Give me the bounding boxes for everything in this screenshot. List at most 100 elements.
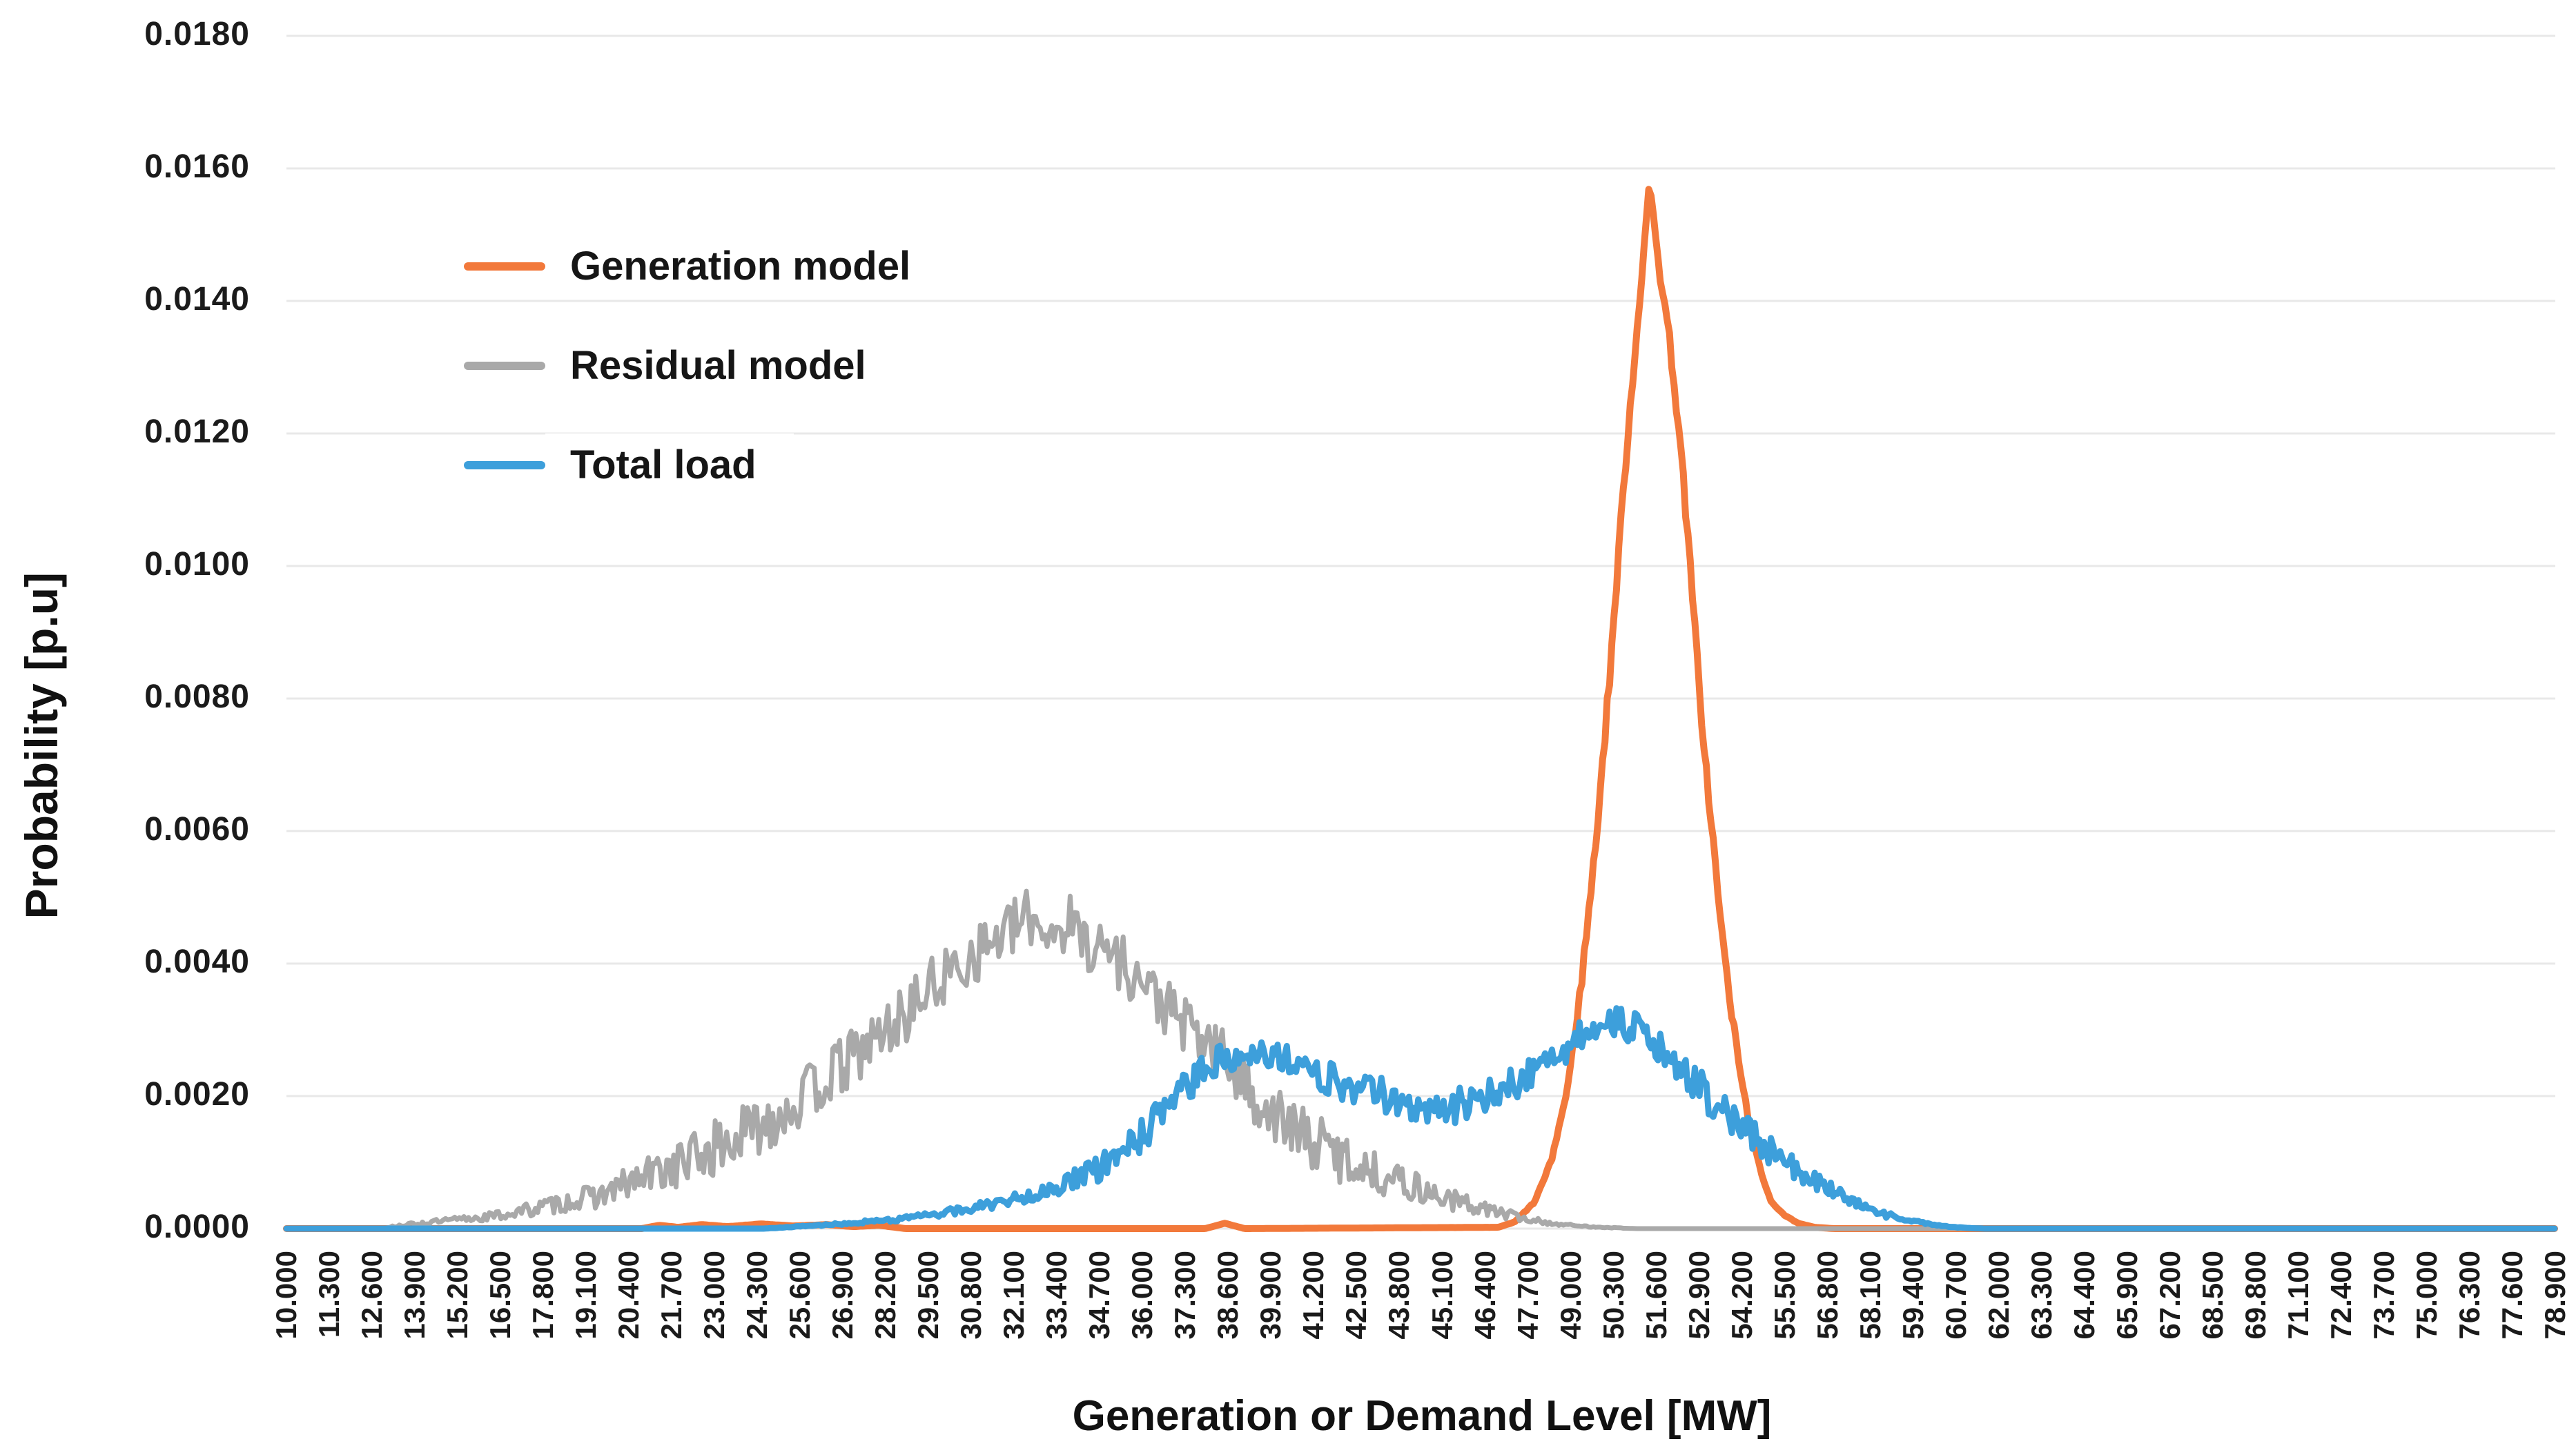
x-tick-label: 63.300 <box>2024 1251 2058 1342</box>
legend-label-total-load: Total load <box>545 433 794 496</box>
x-tick-label-text: 36.000 <box>1126 1251 1159 1340</box>
x-tick-label-text: 32.100 <box>997 1251 1031 1340</box>
x-tick-label-text: 62.000 <box>1982 1251 2015 1340</box>
x-tick-label: 17.800 <box>527 1251 560 1342</box>
x-tick-label: 45.100 <box>1426 1251 1458 1342</box>
x-tick-label: 49.000 <box>1554 1251 1587 1342</box>
legend-item-generation-model: Generation model <box>464 235 948 297</box>
x-tick-label: 13.900 <box>398 1251 431 1342</box>
y-tick-label: 0.0040 <box>144 944 250 980</box>
x-tick-label: 26.900 <box>826 1251 859 1342</box>
x-tick-label-text: 16.500 <box>484 1251 517 1340</box>
x-tick-label-text: 67.200 <box>2153 1251 2186 1340</box>
x-tick-label-text: 29.500 <box>912 1251 945 1340</box>
y-tick-label: 0.0160 <box>144 148 250 185</box>
x-tick-label-text: 41.200 <box>1297 1251 1330 1340</box>
x-tick-label: 20.400 <box>612 1251 645 1342</box>
x-tick-label: 12.600 <box>355 1251 389 1342</box>
legend-item-residual-model: Residual model <box>464 334 904 397</box>
x-tick-label-text: 24.300 <box>741 1251 774 1340</box>
legend-label-residual-model: Residual model <box>545 334 904 397</box>
x-tick-label-text: 50.300 <box>1597 1251 1630 1340</box>
x-tick-label-text: 33.400 <box>1040 1251 1073 1340</box>
x-tick-label-text: 37.300 <box>1169 1251 1202 1340</box>
x-tick-label: 55.500 <box>1768 1251 1801 1342</box>
x-tick-label: 68.500 <box>2196 1251 2229 1342</box>
x-tick-label: 16.500 <box>484 1251 517 1342</box>
x-axis-title: Generation or Demand Level [MW] <box>1072 1392 1772 1440</box>
x-tick-label: 11.300 <box>313 1251 345 1341</box>
x-tick-label-text: 75.000 <box>2410 1251 2443 1340</box>
x-tick-label-text: 19.100 <box>569 1251 603 1340</box>
x-tick-label: 24.300 <box>741 1251 774 1342</box>
y-axis-title-text: Probability [p.u] <box>16 572 67 919</box>
x-tick-label: 69.800 <box>2238 1251 2272 1342</box>
x-tick-label-text: 69.800 <box>2238 1251 2272 1340</box>
x-tick-label: 60.700 <box>1939 1251 1972 1342</box>
y-tick-label: 0.0180 <box>144 16 250 52</box>
x-tick-label-text: 76.300 <box>2452 1251 2486 1340</box>
x-tick-label-text: 49.000 <box>1554 1251 1587 1340</box>
y-tick-label: 0.0100 <box>144 546 250 583</box>
y-axis-title: Probability [p.u] <box>0 148 83 1342</box>
x-tick-label-text: 26.900 <box>826 1251 859 1340</box>
x-tick-label: 75.000 <box>2410 1251 2443 1342</box>
y-tick-label: 0.0060 <box>144 811 250 848</box>
x-tick-label-text: 58.100 <box>1853 1251 1886 1340</box>
x-tick-label-text: 28.200 <box>869 1251 902 1340</box>
x-tick-label: 54.200 <box>1725 1251 1758 1342</box>
y-tick-label: 0.0120 <box>144 413 250 450</box>
x-tick-label-text: 17.800 <box>527 1251 560 1340</box>
x-tick-label-text: 68.500 <box>2196 1251 2229 1340</box>
x-tick-label: 15.200 <box>441 1251 474 1342</box>
x-tick-label: 71.100 <box>2281 1251 2314 1342</box>
x-tick-label-text: 39.900 <box>1254 1251 1287 1340</box>
x-tick-label-text: 52.900 <box>1682 1251 1715 1340</box>
x-tick-label: 33.400 <box>1040 1251 1073 1342</box>
x-tick-label-text: 72.400 <box>2324 1251 2357 1340</box>
x-tick-label: 19.100 <box>569 1251 603 1342</box>
x-tick-label-text: 38.600 <box>1211 1251 1245 1340</box>
x-tick-label-text: 34.700 <box>1083 1251 1116 1340</box>
x-tick-label: 59.400 <box>1896 1251 1929 1342</box>
x-tick-label-text: 43.800 <box>1383 1251 1416 1340</box>
x-tick-label: 41.200 <box>1297 1251 1330 1342</box>
x-tick-label: 77.600 <box>2495 1251 2528 1342</box>
x-tick-label-text: 54.200 <box>1725 1251 1758 1340</box>
x-tick-label: 29.500 <box>912 1251 945 1342</box>
x-tick-label: 51.600 <box>1640 1251 1672 1342</box>
x-tick-label-text: 71.100 <box>2281 1251 2314 1340</box>
x-tick-label: 36.000 <box>1126 1251 1159 1342</box>
x-tick-label: 43.800 <box>1383 1251 1416 1342</box>
x-tick-label-text: 59.400 <box>1896 1251 1929 1340</box>
series-line-residual-model <box>284 888 2557 1231</box>
x-tick-label-text: 56.800 <box>1811 1251 1844 1340</box>
x-tick-label-text: 77.600 <box>2495 1251 2528 1340</box>
x-tick-label: 67.200 <box>2153 1251 2186 1342</box>
x-tick-label-text: 23.000 <box>698 1251 731 1340</box>
x-tick-label: 23.000 <box>698 1251 731 1342</box>
x-tick-label: 21.700 <box>655 1251 687 1342</box>
legend-item-total-load: Total load <box>464 433 794 496</box>
x-tick-label-text: 12.600 <box>355 1251 389 1340</box>
x-tick-label: 58.100 <box>1853 1251 1886 1342</box>
y-tick-label: 0.0020 <box>144 1076 250 1113</box>
legend-line-generation-model-icon <box>464 262 545 271</box>
x-tick-label: 46.400 <box>1469 1251 1501 1342</box>
y-tick-label: 0.0000 <box>144 1209 250 1245</box>
x-tick-label-text: 20.400 <box>612 1251 645 1340</box>
x-tick-label: 62.000 <box>1982 1251 2015 1342</box>
x-tick-label-text: 63.300 <box>2024 1251 2058 1340</box>
x-tick-label: 65.900 <box>2111 1251 2143 1342</box>
x-tick-label-text: 15.200 <box>441 1251 474 1340</box>
x-tick-label: 50.300 <box>1597 1251 1630 1342</box>
x-tick-label-text: 73.700 <box>2367 1251 2400 1340</box>
x-tick-label: 52.900 <box>1682 1251 1715 1342</box>
x-tick-label: 25.600 <box>783 1251 816 1342</box>
x-tick-label-text: 42.500 <box>1340 1251 1373 1340</box>
x-tick-label-text: 60.700 <box>1939 1251 1972 1340</box>
x-tick-label-text: 64.400 <box>2067 1251 2100 1340</box>
legend-line-residual-model-icon <box>464 361 545 370</box>
x-tick-label: 64.400 <box>2067 1251 2100 1342</box>
